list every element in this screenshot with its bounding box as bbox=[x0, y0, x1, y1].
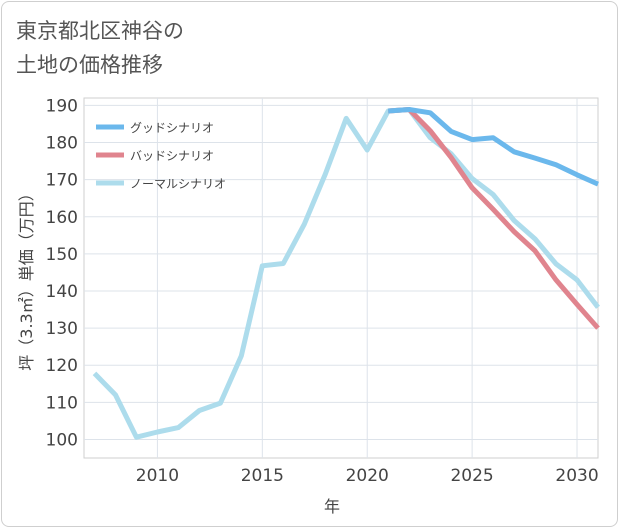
legend-label: グッドシナリオ bbox=[130, 121, 214, 135]
y-tick-label: 150 bbox=[46, 245, 78, 265]
y-tick-label: 100 bbox=[46, 430, 78, 450]
x-tick-label: 2010 bbox=[136, 466, 179, 486]
legend-label: ノーマルシナリオ bbox=[130, 177, 226, 191]
y-tick-labels: 100 110 120 130 140 150 160 170 180 190 bbox=[46, 96, 78, 450]
y-tick-label: 130 bbox=[46, 319, 78, 339]
page-title: 東京都北区神谷の 土地の価格推移 bbox=[16, 14, 416, 82]
y-tick-label: 180 bbox=[46, 134, 78, 154]
x-tick-labels: 2010 2015 2020 2025 2030 bbox=[136, 466, 599, 486]
y-tick-label: 160 bbox=[46, 208, 78, 228]
x-tick-label: 2030 bbox=[555, 466, 598, 486]
y-tick-label: 120 bbox=[46, 356, 78, 376]
grid-lines bbox=[84, 98, 598, 458]
plot-area bbox=[83, 97, 599, 459]
y-tick-label: 190 bbox=[46, 96, 78, 116]
series-line-1 bbox=[388, 107, 600, 330]
x-tick-label: 2020 bbox=[346, 466, 389, 486]
y-tick-label: 140 bbox=[46, 282, 78, 302]
y-axis-label: 坪（3.3㎡）単価（万円） bbox=[17, 185, 36, 370]
x-tick-label: 2015 bbox=[241, 466, 284, 486]
title-line-2: 土地の価格推移 bbox=[16, 53, 163, 77]
y-tick-label: 170 bbox=[46, 171, 78, 191]
series-lines bbox=[92, 107, 600, 440]
y-tick-label: 110 bbox=[46, 393, 78, 413]
x-axis-label: 年 bbox=[324, 497, 340, 516]
title-line-1: 東京都北区神谷の bbox=[16, 19, 184, 43]
legend-label: バッドシナリオ bbox=[130, 149, 214, 163]
series-line-2 bbox=[92, 107, 600, 440]
x-tick-label: 2025 bbox=[450, 466, 493, 486]
series-line-0 bbox=[388, 107, 600, 187]
